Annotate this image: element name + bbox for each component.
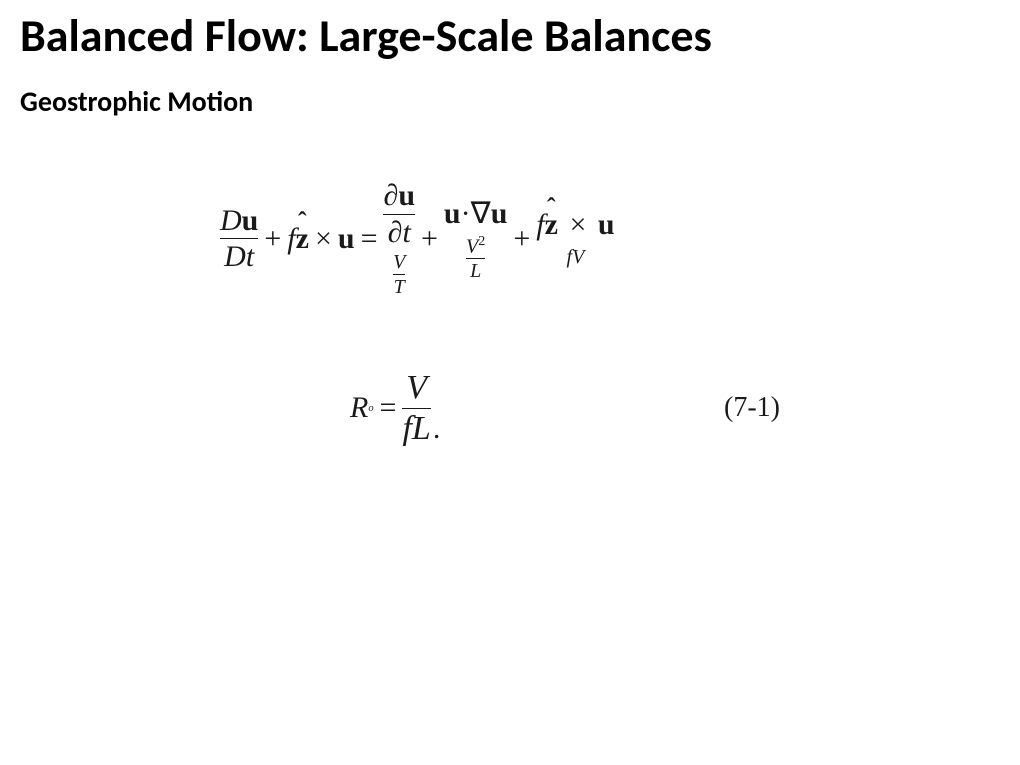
equation-momentum: Du Dt + f z × u = ∂u	[220, 180, 780, 297]
plus2: +	[415, 222, 444, 256]
den-f: f	[402, 410, 411, 447]
equals: =	[355, 222, 384, 256]
slide: Balanced Flow: Large-Scale Balances Geos…	[0, 0, 1020, 765]
scale-V3: V	[572, 246, 584, 268]
dot: ·	[461, 197, 471, 230]
sym-t2: t	[402, 216, 410, 249]
sym-u6: u	[598, 208, 615, 241]
sym-u5: u	[491, 197, 508, 230]
sym-f2: f	[536, 208, 544, 241]
exp-2: 2	[478, 234, 485, 249]
scale-T: T	[394, 277, 405, 297]
sym-partial2: ∂	[388, 216, 403, 249]
scale-L: L	[470, 261, 481, 281]
num-V: V	[406, 370, 427, 406]
equation-number: (7-1)	[724, 392, 780, 424]
section-subtitle: Geostrophic Motion	[20, 84, 253, 119]
den-L: L	[412, 410, 431, 447]
sym-u2: u	[338, 222, 355, 256]
scale-V1: V	[393, 252, 405, 272]
nabla: ∇	[471, 197, 491, 230]
plus3: +	[507, 222, 536, 256]
sym-u3: u	[398, 179, 415, 212]
sym-R: R	[350, 391, 368, 425]
sym-u: u	[242, 204, 259, 237]
page-title: Balanced Flow: Large-Scale Balances	[20, 8, 712, 64]
sym-zhat2: z	[545, 208, 558, 241]
equation-rossby: R o = V fL . (7-1)	[350, 370, 780, 446]
sym-f: f	[287, 222, 295, 256]
sym-t: t	[246, 240, 254, 273]
sym-D: D	[220, 204, 242, 237]
scale-V2: V	[466, 235, 478, 257]
times2: ×	[565, 208, 590, 241]
period: .	[431, 412, 441, 446]
plus: +	[258, 222, 287, 256]
equals2: =	[374, 391, 403, 425]
sym-D2: D	[224, 240, 246, 273]
sym-u4: u	[444, 197, 461, 230]
times: ×	[309, 222, 338, 256]
sym-zhat: z	[296, 222, 309, 256]
sym-partial1: ∂	[383, 179, 398, 212]
